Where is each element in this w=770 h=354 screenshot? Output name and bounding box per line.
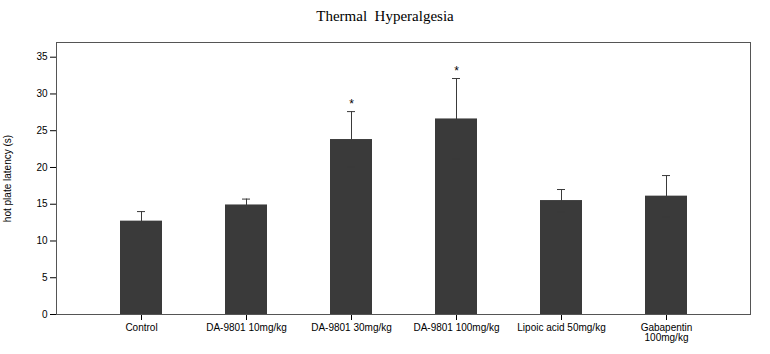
svg-text:DA-9801 30mg/kg: DA-9801 30mg/kg xyxy=(311,322,392,333)
svg-text:DA-9801 10mg/kg: DA-9801 10mg/kg xyxy=(206,322,287,333)
svg-text:10: 10 xyxy=(36,235,48,246)
svg-text:20: 20 xyxy=(36,162,48,173)
svg-text:Lipoic acid 50mg/kg: Lipoic acid 50mg/kg xyxy=(517,322,605,333)
svg-text:30: 30 xyxy=(36,88,48,99)
html-text:Thermal Hyperalgesia: Thermal Hyperalgesia xyxy=(316,8,454,24)
svg-text:35: 35 xyxy=(36,51,48,62)
svg-text:Gabapentin100mg/kg: Gabapentin100mg/kg xyxy=(641,322,693,343)
svg-text:Control: Control xyxy=(125,322,157,333)
svg-text:0: 0 xyxy=(42,309,48,320)
svg-text:*: * xyxy=(349,97,354,111)
svg-text:5: 5 xyxy=(42,272,48,283)
svg-text:hot plate latency (s): hot plate latency (s) xyxy=(2,135,13,222)
svg-text:*: * xyxy=(454,64,459,78)
svg-text:25: 25 xyxy=(36,125,48,136)
svg-text:15: 15 xyxy=(36,198,48,209)
svg-text:DA-9801 100mg/kg: DA-9801 100mg/kg xyxy=(413,322,499,333)
